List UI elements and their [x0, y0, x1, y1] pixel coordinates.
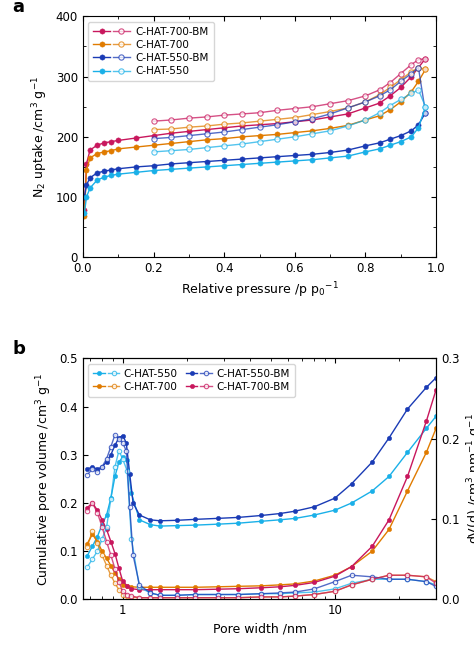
Y-axis label: N$_2$ uptake /cm$^3$ g$^{-1}$: N$_2$ uptake /cm$^3$ g$^{-1}$: [31, 76, 50, 198]
X-axis label: Pore width /nm: Pore width /nm: [212, 623, 307, 636]
Legend: C-HAT-700-BM, C-HAT-700, C-HAT-550-BM, C-HAT-550: C-HAT-700-BM, C-HAT-700, C-HAT-550-BM, C…: [88, 22, 214, 81]
Text: a: a: [12, 0, 24, 16]
X-axis label: Relative pressure /p p$_0$$^{-1}$: Relative pressure /p p$_0$$^{-1}$: [181, 281, 338, 300]
Y-axis label: dV(d) /cm$^3$ nm$^{-1}$ g$^{-1}$: dV(d) /cm$^3$ nm$^{-1}$ g$^{-1}$: [465, 413, 474, 544]
Legend: C-HAT-550, C-HAT-700, C-HAT-550-BM, C-HAT-700-BM: C-HAT-550, C-HAT-700, C-HAT-550-BM, C-HA…: [88, 364, 295, 397]
Y-axis label: Cumulative pore volume /cm$^3$ g$^{-1}$: Cumulative pore volume /cm$^3$ g$^{-1}$: [34, 372, 54, 586]
Text: b: b: [12, 340, 25, 358]
